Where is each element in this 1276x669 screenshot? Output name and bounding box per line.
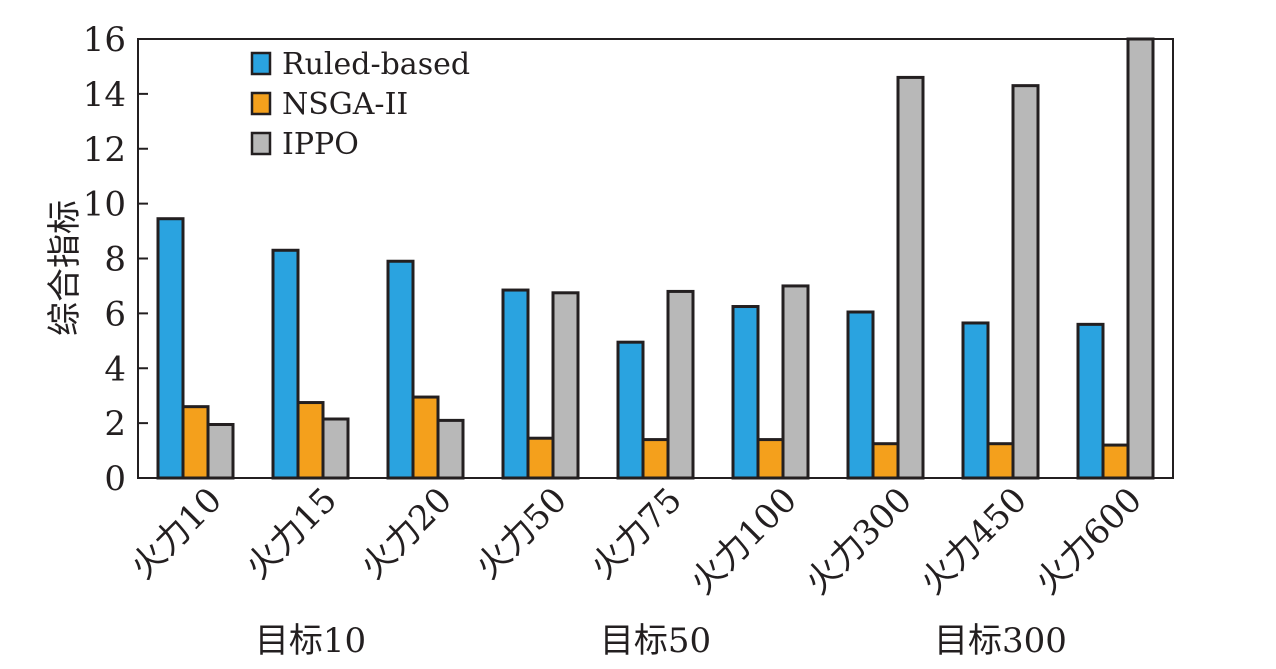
bar-ippo-6 (896, 75, 925, 480)
bar-nsga-ii-2 (411, 395, 440, 480)
category-group-label: 目标300 (934, 621, 1067, 661)
x-tick-label: 火力100 (683, 480, 805, 602)
bar-ruled-based-0 (156, 217, 185, 480)
x-tick-label: 火力15 (238, 480, 345, 587)
bar-ippo-5 (781, 284, 810, 480)
bar-ruled-based-7 (961, 321, 990, 480)
bar-ippo-0 (206, 422, 235, 480)
y-tick-label: 4 (104, 349, 126, 389)
legend-label: NSGA-II (282, 87, 408, 122)
bar-nsga-ii-6 (871, 442, 900, 480)
bar-ippo-2 (436, 418, 465, 480)
y-tick-label: 8 (104, 240, 126, 280)
x-tick-label: 火力450 (913, 480, 1035, 602)
y-tick-label: 16 (83, 20, 126, 60)
bar-ippo-3 (551, 291, 580, 480)
y-tick-label: 0 (104, 459, 126, 499)
bar-nsga-ii-5 (756, 438, 785, 480)
bar-ippo-1 (321, 417, 350, 480)
legend-swatch (250, 91, 272, 116)
category-group-label: 目标10 (255, 621, 366, 661)
bar-ruled-based-5 (731, 305, 760, 480)
bar-nsga-ii-4 (641, 438, 670, 480)
x-tick-label: 火力10 (123, 480, 230, 587)
bar-nsga-ii-0 (181, 405, 210, 480)
bar-ruled-based-3 (501, 288, 530, 480)
category-group-labels: 目标10 目标50 目标300 (255, 621, 1067, 661)
y-axis-title: 综合指标 (45, 200, 85, 336)
legend-swatch (250, 51, 272, 76)
category-group-label: 目标50 (600, 621, 711, 661)
bar-nsga-ii-1 (296, 401, 325, 480)
y-tick-label: 10 (83, 185, 126, 225)
bar-series (156, 37, 1155, 480)
y-tick-label: 6 (104, 294, 126, 334)
y-tick-label: 12 (83, 130, 126, 170)
bar-nsga-ii-8 (1101, 443, 1130, 480)
bar-ruled-based-1 (271, 248, 300, 480)
legend-label: IPPO (282, 127, 359, 162)
x-tick-label: 火力20 (353, 480, 460, 587)
bar-nsga-ii-3 (526, 436, 555, 480)
legend: Ruled-based NSGA-II IPPO (250, 47, 470, 162)
y-axis: 0 2 4 6 8 10 12 14 16 (83, 20, 148, 499)
x-tick-label: 火力600 (1028, 480, 1150, 602)
bar-ippo-8 (1126, 37, 1155, 480)
bar-ruled-based-4 (616, 340, 645, 480)
bar-ippo-4 (666, 289, 695, 480)
x-tick-label: 火力75 (583, 480, 690, 587)
y-tick-label: 14 (83, 75, 126, 115)
bar-ruled-based-2 (386, 259, 415, 480)
x-tick-label: 火力300 (798, 480, 920, 602)
bar-nsga-ii-7 (986, 442, 1015, 480)
legend-swatch (250, 131, 272, 156)
x-tick-label: 火力50 (468, 480, 575, 587)
y-tick-label: 2 (104, 404, 126, 444)
bar-ippo-7 (1011, 84, 1040, 480)
legend-label: Ruled-based (282, 47, 470, 82)
bar-ruled-based-6 (846, 310, 875, 480)
bar-ruled-based-8 (1076, 322, 1105, 480)
